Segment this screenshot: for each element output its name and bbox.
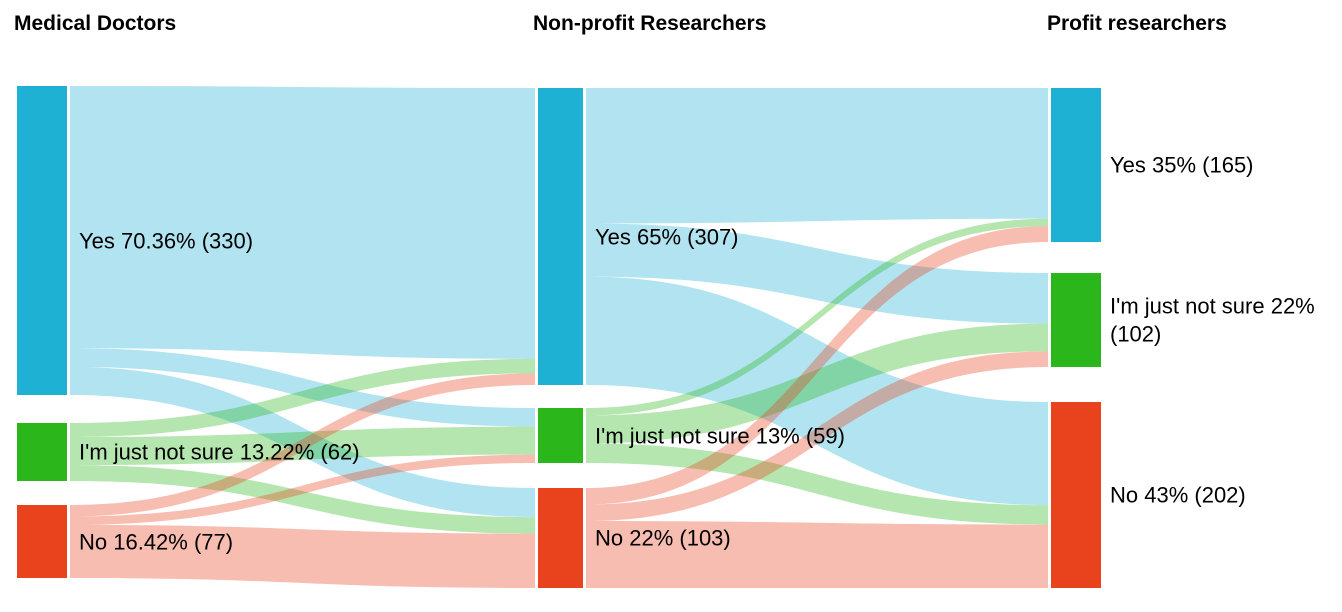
link-np-notsure-p-yes bbox=[586, 218, 1048, 416]
node-p-no bbox=[1051, 402, 1101, 588]
node-p-notsure bbox=[1051, 273, 1101, 367]
link-md-notsure-np-notsure bbox=[70, 426, 535, 466]
node-md-notsure bbox=[17, 423, 67, 481]
label-p-yes: Yes 35% (165) bbox=[1110, 152, 1254, 178]
link-md-yes-np-yes bbox=[70, 86, 535, 359]
node-md-yes bbox=[17, 86, 67, 395]
link-md-no-np-no bbox=[70, 524, 535, 588]
column-title-nonprofit-researchers: Non-profit Researchers bbox=[533, 12, 767, 35]
link-np-yes-p-yes bbox=[586, 88, 1048, 224]
node-p-yes bbox=[1051, 88, 1101, 242]
node-np-yes bbox=[538, 88, 583, 385]
link-np-yes-p-no bbox=[586, 276, 1048, 506]
link-md-no-np-notsure bbox=[70, 454, 535, 525]
label-p-notsure: I'm just not sure 22% (102) bbox=[1110, 293, 1315, 347]
link-md-yes-np-no bbox=[70, 366, 535, 518]
label-md-yes: Yes 70.36% (330) bbox=[79, 227, 254, 253]
label-md-notsure: I'm just not sure 13.22% (62) bbox=[79, 439, 360, 465]
link-md-yes-np-notsure bbox=[70, 348, 535, 427]
link-np-notsure-p-no bbox=[586, 443, 1048, 525]
link-md-notsure-np-no bbox=[70, 465, 535, 534]
node-md-no bbox=[17, 505, 67, 578]
node-np-notsure bbox=[538, 408, 583, 463]
link-md-no-np-yes bbox=[70, 373, 535, 517]
label-np-no: No 22% (103) bbox=[595, 525, 731, 551]
link-md-notsure-np-yes bbox=[70, 358, 535, 438]
label-p-no: No 43% (202) bbox=[1110, 482, 1246, 508]
link-np-no-p-yes bbox=[586, 226, 1048, 505]
node-np-no bbox=[538, 488, 583, 588]
label-np-yes: Yes 65% (307) bbox=[595, 223, 739, 249]
link-np-no-p-no bbox=[586, 521, 1048, 588]
column-title-medical-doctors: Medical Doctors bbox=[14, 12, 177, 35]
label-np-notsure: I'm just not sure 13% (59) bbox=[595, 422, 845, 448]
column-title-profit-researchers: Profit researchers bbox=[1047, 12, 1227, 35]
link-np-notsure-p-notsure bbox=[586, 323, 1048, 444]
link-np-no-p-notsure bbox=[586, 351, 1048, 522]
label-md-no: No 16.42% (77) bbox=[79, 528, 234, 554]
link-np-yes-p-notsure bbox=[586, 223, 1048, 324]
